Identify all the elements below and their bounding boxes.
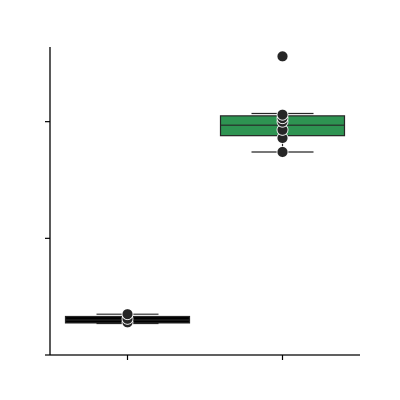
box-group-1: [219, 50, 346, 158]
box-group-0: [64, 308, 191, 329]
data-point-1-5: [276, 108, 289, 121]
data-point-0-2: [121, 308, 134, 321]
boxes: [64, 50, 346, 329]
data-point-1-0: [276, 146, 289, 158]
data-point-1-6: [276, 50, 289, 63]
axes: [45, 47, 360, 360]
